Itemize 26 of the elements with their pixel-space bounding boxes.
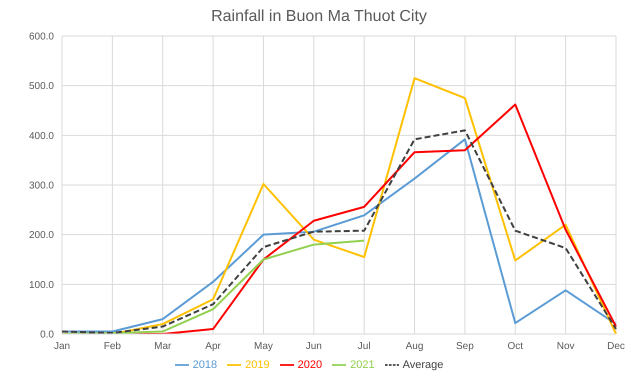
y-tick-label: 600.0 <box>28 32 54 43</box>
x-tick-label: Oct <box>507 341 524 352</box>
legend-label: 2018 <box>192 358 218 371</box>
legend-label: 2019 <box>245 358 270 371</box>
x-tick-label: Jul <box>358 341 371 352</box>
x-tick-label: Jan <box>54 341 70 352</box>
x-tick-label: Mar <box>154 341 172 352</box>
x-tick-label: Jun <box>306 341 322 352</box>
legend-label: 2021 <box>350 358 375 371</box>
legend-label: 2020 <box>298 358 322 371</box>
x-tick-label: Apr <box>205 341 222 352</box>
chart-title: Rainfall in Buon Ma Thuot City <box>210 8 428 26</box>
y-tick-label: 500.0 <box>28 81 54 92</box>
x-tick-label: Nov <box>556 341 575 352</box>
x-tick-label: Feb <box>104 341 122 352</box>
x-tick-label: Aug <box>406 341 424 352</box>
x-tick-label: Sep <box>456 341 474 352</box>
y-tick-label: 300.0 <box>28 180 54 192</box>
x-tick-label: May <box>254 341 273 352</box>
y-tick-label: 0.0 <box>40 330 54 341</box>
y-tick-label: 100.0 <box>28 280 54 291</box>
y-tick-label: 400.0 <box>28 130 54 142</box>
y-tick-label: 200.0 <box>28 230 54 242</box>
legend-label: Average <box>402 358 444 371</box>
line-series <box>61 240 366 334</box>
x-tick-label: Dec <box>607 341 625 352</box>
